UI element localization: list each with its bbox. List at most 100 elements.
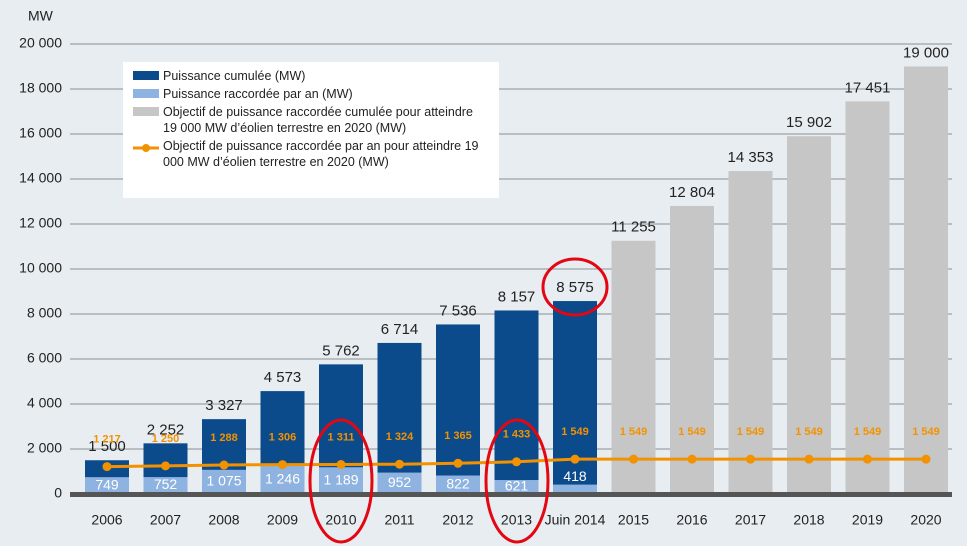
value-label: 12 804 — [669, 184, 715, 201]
legend-item: Puissance cumulée (MW) — [133, 68, 489, 84]
value-label: 5 762 — [322, 342, 360, 359]
bar — [85, 477, 129, 494]
bar — [904, 66, 948, 494]
value-label: 1 500 — [88, 438, 126, 455]
highlight-ellipse — [541, 257, 609, 317]
legend-label: Puissance raccordée par an (MW) — [163, 87, 353, 101]
x-tick-label: 2012 — [442, 512, 473, 528]
legend-swatch — [133, 141, 159, 152]
value-label: 752 — [154, 476, 178, 492]
y-tick-label: 4 000 — [27, 395, 62, 411]
line-point — [921, 454, 931, 464]
x-tick-label: 2008 — [208, 512, 239, 528]
value-label: 8 575 — [556, 279, 594, 296]
value-label: 952 — [388, 474, 412, 490]
x-tick-label: Juin 2014 — [545, 512, 606, 528]
value-label: 15 902 — [786, 114, 832, 131]
bar — [377, 342, 422, 494]
x-tick-label: 2013 — [501, 512, 532, 528]
y-axis-label: MW — [28, 8, 54, 24]
value-label: 749 — [95, 476, 119, 492]
value-label: 1 324 — [386, 431, 414, 443]
value-label: 1 306 — [269, 432, 297, 444]
highlight-ellipse — [308, 418, 374, 544]
value-label: 1 549 — [620, 426, 648, 438]
bar — [143, 477, 188, 494]
y-tick-label: 2 000 — [27, 440, 62, 456]
value-label: 1 433 — [503, 429, 531, 441]
bar — [260, 465, 305, 494]
value-label: 1 250 — [152, 433, 180, 445]
y-tick-label: 8 000 — [27, 305, 62, 321]
value-label: 11 255 — [611, 219, 656, 236]
value-label: 6 714 — [381, 321, 419, 338]
bar — [553, 484, 597, 494]
value-label: 1 365 — [444, 430, 472, 442]
value-label: 1 246 — [265, 471, 300, 487]
y-tick-label: 14 000 — [19, 170, 62, 186]
value-label: 1 549 — [795, 426, 823, 438]
y-tick-label: 20 000 — [19, 35, 62, 51]
x-tick-label: 2019 — [852, 512, 883, 528]
line-point — [453, 458, 463, 468]
legend-line — [133, 144, 159, 152]
x-tick-label: 2017 — [735, 512, 766, 528]
value-label: 1 549 — [854, 426, 882, 438]
line-point — [629, 454, 638, 464]
value-label: 621 — [505, 478, 529, 494]
legend-label: Objectif de puissance raccordée par an p… — [163, 139, 479, 169]
x-tick-label: 2011 — [384, 512, 414, 528]
value-label: 1 549 — [737, 426, 765, 438]
bar — [611, 240, 656, 494]
value-label: 1 288 — [210, 432, 238, 444]
legend-item: Puissance raccordée par an (MW) — [133, 86, 489, 102]
legend: Puissance cumulée (MW) Puissance raccordé… — [123, 62, 499, 198]
value-label: 822 — [446, 475, 470, 491]
y-tick-label: 12 000 — [19, 215, 62, 231]
x-tick-label: 2015 — [618, 512, 649, 528]
value-label: 1 311 — [328, 431, 355, 443]
bar — [436, 324, 480, 494]
legend-label: Puissance cumulée (MW) — [163, 69, 306, 83]
legend-item: Objectif de puissance raccordée cumulée … — [133, 104, 489, 136]
bar — [202, 469, 246, 494]
line-point — [219, 460, 229, 470]
y-tick-label: 6 000 — [27, 350, 62, 366]
y-tick-label: 10 000 — [19, 260, 62, 276]
legend-swatch — [133, 107, 159, 116]
x-tick-label: 2018 — [793, 512, 824, 528]
bar — [494, 310, 539, 494]
line-point — [804, 454, 814, 464]
bar — [319, 467, 363, 494]
line-point — [512, 457, 521, 467]
legend-swatch — [133, 89, 159, 98]
value-label: 1 189 — [323, 471, 358, 487]
value-label: 1 549 — [912, 426, 940, 438]
x-axis — [70, 492, 952, 497]
value-label: 1 549 — [678, 426, 706, 438]
line-point — [278, 460, 287, 470]
value-label: 17 451 — [845, 79, 891, 96]
value-label: 14 353 — [728, 149, 774, 166]
bar — [787, 136, 831, 494]
line-point — [102, 462, 112, 472]
line-point — [161, 461, 170, 471]
y-tick-label: 0 — [54, 485, 62, 501]
line-point — [570, 454, 580, 464]
value-label: 19 000 — [903, 44, 949, 61]
legend-item: Objectif de puissance raccordée par an p… — [133, 138, 489, 170]
value-label: 8 157 — [498, 288, 536, 305]
x-tick-label: 2006 — [91, 512, 122, 528]
value-label: 418 — [563, 468, 587, 484]
value-label: 4 573 — [264, 369, 302, 386]
bar — [436, 475, 480, 494]
legend-label: Objectif de puissance raccordée cumulée … — [163, 105, 473, 135]
value-label: 2 252 — [147, 421, 185, 438]
value-label: 7 536 — [439, 302, 477, 319]
legend-swatch — [133, 71, 159, 80]
value-label: 1 549 — [561, 426, 589, 438]
x-tick-label: 2020 — [910, 512, 941, 528]
line-point — [687, 454, 697, 464]
